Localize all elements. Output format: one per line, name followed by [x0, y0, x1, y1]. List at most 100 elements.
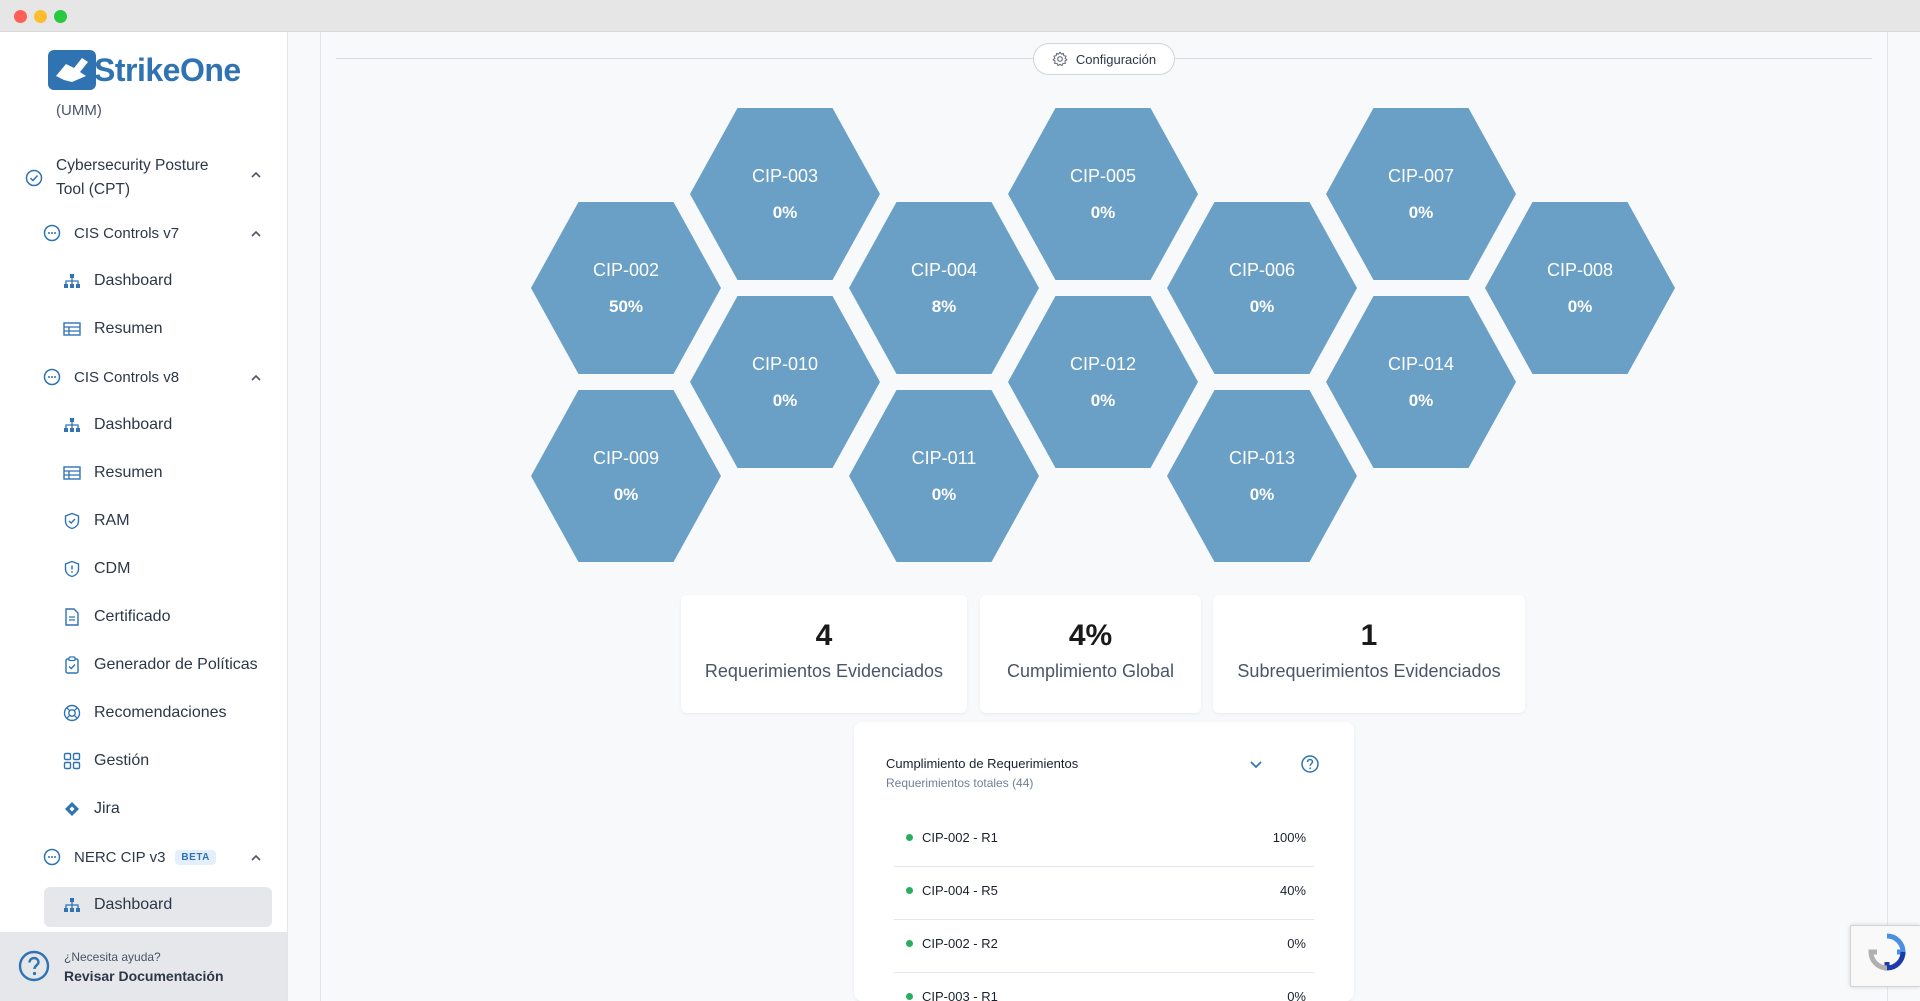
sidebar-item-label: Dashboard — [94, 416, 173, 433]
hexagon-label: CIP-002 — [592, 259, 660, 280]
chevron-up-icon[interactable] — [249, 168, 263, 182]
stat-value: 1 — [1360, 619, 1378, 652]
sidebar-item-label: Certificado — [94, 608, 171, 625]
gear-icon — [1052, 51, 1068, 67]
sidebar-item-partial[interactable]: (UMM) — [56, 102, 102, 119]
docs-link[interactable]: Revisar Documentación — [64, 968, 224, 984]
sidebar-item-jira[interactable]: Jira — [62, 799, 120, 819]
hexagon-label: CIP-005 — [1069, 165, 1137, 186]
row-value: 40% — [1279, 883, 1306, 898]
status-dot — [906, 887, 913, 894]
sidebar-item-cis-v7-dashboard[interactable]: Dashboard — [62, 271, 172, 291]
table-row[interactable]: CIP-004 - R5 40% — [894, 867, 1314, 920]
sidebar-item-cdm[interactable]: CDM — [62, 559, 130, 579]
app-logo[interactable]: StrikeOne — [48, 48, 241, 92]
minimize-window-button[interactable] — [34, 10, 47, 23]
sidebar-item-cis-v7-resumen[interactable]: Resumen — [62, 319, 162, 339]
main-content — [320, 32, 1888, 1001]
stat-value: 4% — [1068, 619, 1113, 652]
lifebuoy-icon — [62, 703, 82, 723]
sidebar-item-label: RAM — [94, 512, 130, 529]
sidebar-group-cis-v8[interactable]: CIS Controls v8 — [42, 367, 179, 387]
help-footer[interactable]: ¿Necesita ayuda? Revisar Documentación — [0, 932, 287, 1001]
stat-label: Cumplimiento Global — [1006, 661, 1175, 681]
sidebar-group-cis-v7[interactable]: CIS Controls v7 — [42, 223, 179, 243]
sidebar-group-nerc[interactable]: NERC CIP v3 BETA — [42, 847, 216, 867]
hexagon-label: CIP-006 — [1228, 259, 1296, 280]
table-row[interactable]: CIP-002 - R2 0% — [894, 920, 1314, 973]
stat-card-requerimientos: 4 Requerimientos Evidenciados — [681, 595, 967, 713]
hexagon-cip-004[interactable]: CIP-004 8% — [849, 202, 1039, 374]
table-icon — [62, 319, 82, 339]
hexagon-value: 0% — [931, 484, 957, 504]
sidebar-item-ram[interactable]: RAM — [62, 511, 130, 531]
hexagon-value: 0% — [1249, 296, 1275, 316]
configuracion-button[interactable]: Configuración — [1033, 43, 1175, 75]
configuracion-label: Configuración — [1075, 51, 1157, 67]
chevron-up-icon[interactable] — [249, 371, 263, 385]
close-window-button[interactable] — [14, 10, 27, 23]
sidebar-item-generador-politicas[interactable]: Generador de Políticas — [62, 655, 258, 675]
recaptcha-badge[interactable] — [1850, 925, 1920, 987]
hexagon-label: CIP-014 — [1387, 353, 1455, 374]
sidebar-item-label: Resumen — [94, 464, 163, 481]
hexagon-value: 0% — [1090, 390, 1116, 410]
hexagon-label: CIP-004 — [910, 259, 978, 280]
table-row[interactable]: CIP-003 - R1 0% — [894, 973, 1314, 1001]
hexagon-label: CIP-013 — [1228, 447, 1296, 468]
sidebar-item-label: Dashboard — [94, 896, 173, 913]
chevron-down-icon[interactable] — [1248, 756, 1264, 777]
chevron-up-icon[interactable] — [249, 851, 263, 865]
recaptcha-icon — [1868, 933, 1906, 971]
row-name: CIP-002 - R2 — [922, 936, 998, 951]
sidebar-group-nerc-label: NERC CIP v3 — [74, 848, 166, 866]
sidebar-item-gestion[interactable]: Gestión — [62, 751, 149, 771]
table-icon — [62, 463, 82, 483]
maximize-window-button[interactable] — [54, 10, 67, 23]
hexagon-cip-002[interactable]: CIP-002 50% — [531, 202, 721, 374]
sidebar-item-label: Resumen — [94, 320, 163, 337]
sidebar-item-cis-v8-dashboard[interactable]: Dashboard — [62, 415, 172, 435]
compliance-card: Cumplimiento de Requerimientos Requerimi… — [854, 722, 1354, 1001]
hexagon-cip-010[interactable]: CIP-010 0% — [690, 296, 880, 468]
grid-icon — [62, 751, 82, 771]
table-row[interactable]: CIP-002 - R1 100% — [894, 814, 1314, 867]
logo-icon — [48, 50, 96, 90]
sitemap-icon — [62, 271, 82, 291]
chevron-up-icon[interactable] — [249, 227, 263, 241]
document-icon — [62, 607, 82, 627]
sidebar-group-cpt[interactable]: Cybersecurity Posture Tool (CPT) — [24, 154, 244, 202]
sidebar-item-recomendaciones[interactable]: Recomendaciones — [62, 703, 227, 723]
sidebar-item-cis-v8-resumen[interactable]: Resumen — [62, 463, 162, 483]
hexagon-label: CIP-007 — [1387, 165, 1455, 186]
help-question: ¿Necesita ayuda? — [64, 950, 161, 964]
sidebar-item-nerc-dashboard[interactable]: Dashboard — [62, 895, 172, 915]
dots-circle-icon — [42, 223, 62, 243]
hexagon-value: 0% — [1567, 296, 1593, 316]
row-name: CIP-002 - R1 — [922, 830, 998, 845]
logo-text: StrikeOne — [94, 51, 241, 88]
row-name: CIP-004 - R5 — [922, 883, 998, 898]
status-dot — [906, 993, 913, 1000]
hexagon-cip-003[interactable]: CIP-003 0% — [690, 108, 880, 280]
status-dot — [906, 940, 913, 947]
sidebar-item-label: Jira — [94, 800, 120, 817]
sidebar-item-label: CDM — [94, 560, 131, 577]
hexagon-cip-009[interactable]: CIP-009 0% — [531, 390, 721, 562]
hexagon-label: CIP-012 — [1069, 353, 1137, 374]
sidebar-item-certificado[interactable]: Certificado — [62, 607, 170, 627]
sidebar-group-cis-v7-label: CIS Controls v7 — [74, 224, 180, 242]
compliance-title: Cumplimiento de Requerimientos — [886, 756, 1079, 771]
help-circle-icon[interactable] — [1300, 754, 1320, 779]
hexagon-label: CIP-011 — [911, 447, 977, 468]
hexagon-cip-011[interactable]: CIP-011 0% — [849, 390, 1039, 562]
hexagon-label: CIP-008 — [1546, 259, 1614, 280]
sitemap-icon — [62, 415, 82, 435]
jira-icon — [62, 799, 82, 819]
stat-label: Subrequerimientos Evidenciados — [1237, 661, 1501, 681]
shield-check-icon — [62, 511, 82, 531]
hexagon-label: CIP-010 — [751, 353, 819, 374]
check-circle-icon — [24, 168, 44, 188]
beta-badge: BETA — [175, 849, 216, 865]
hexagon-value: 0% — [1090, 202, 1116, 222]
